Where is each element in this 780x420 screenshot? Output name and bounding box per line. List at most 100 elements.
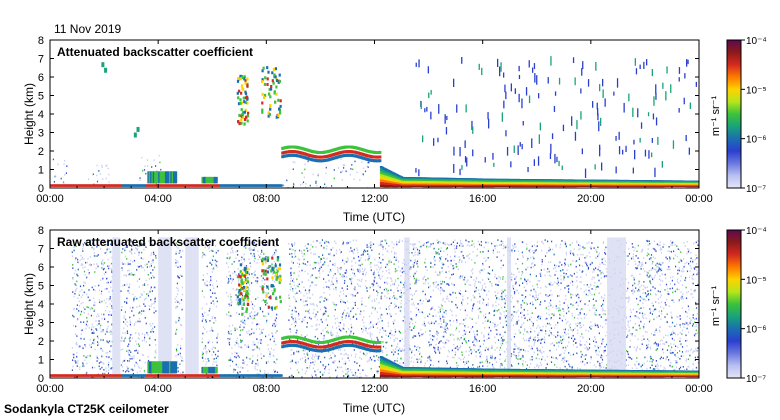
noise-cell (248, 376, 250, 378)
noise-cell (148, 337, 150, 340)
noise-cell (83, 306, 85, 309)
noise-cell (272, 324, 274, 327)
noise-cell (324, 240, 326, 243)
noise-cell (106, 329, 108, 331)
noise-cell (347, 307, 349, 310)
noise-cell (86, 243, 88, 246)
noise-cell (324, 312, 326, 315)
surface-layer-cell (201, 184, 205, 187)
noise-cell (81, 263, 83, 265)
noise-cell (138, 367, 140, 369)
boundary-layer-cell (554, 183, 558, 185)
aerosol-fleck (537, 156, 540, 166)
noise-cell (107, 325, 109, 328)
noise-cell (384, 330, 387, 332)
noise-cell (121, 306, 123, 308)
cloud-cell (266, 83, 269, 86)
noise-cell (94, 255, 96, 257)
noise-cell (177, 276, 179, 278)
noise-cell (214, 292, 216, 295)
boundary-layer-cell (636, 186, 640, 188)
noise-cell (249, 243, 251, 245)
noise-cell (231, 352, 233, 355)
boundary-layer-cell (650, 186, 654, 188)
noise-cell (242, 240, 244, 243)
noise-cell (315, 182, 317, 184)
noise-cell (71, 251, 73, 253)
boundary-layer-cell (504, 186, 508, 187)
noise-cell (294, 292, 296, 295)
noise-cell (106, 305, 108, 308)
aerosol-fleck (651, 138, 653, 143)
noise-cell (379, 267, 382, 269)
noise-cell (273, 275, 276, 277)
noise-cell (207, 314, 209, 316)
noise-cell (146, 263, 148, 266)
noise-cell (342, 327, 344, 330)
noise-cell (91, 366, 94, 369)
noise-cell (323, 371, 325, 374)
noise-cell (357, 268, 359, 271)
noise-cell (126, 330, 128, 333)
cloud-base-cell (325, 150, 329, 154)
noise-cell (312, 281, 314, 284)
aerosol-fleck (538, 134, 540, 144)
noise-cell (339, 295, 341, 297)
cloud-cell (272, 81, 275, 85)
noise-cell (97, 344, 99, 347)
noise-cell (242, 329, 244, 331)
noise-cell (202, 279, 204, 281)
noise-cell (89, 308, 91, 311)
noise-cell (253, 242, 255, 244)
noise-cell (263, 286, 265, 288)
aerosol-fleck (488, 118, 490, 129)
noise-cell (329, 376, 331, 378)
noise-cell (313, 364, 315, 366)
cloud-base-cell (325, 158, 329, 162)
noise-cell (381, 275, 383, 278)
cloud-cell (244, 108, 247, 112)
noise-cell (206, 280, 208, 283)
noise-cell (274, 245, 276, 247)
noise-cell (90, 314, 92, 317)
noise-cell (147, 333, 149, 336)
noise-cell (377, 370, 379, 373)
noise-cell (394, 351, 396, 353)
noise-cell (260, 253, 262, 255)
noise-cell (385, 347, 387, 350)
noise-cell (372, 285, 374, 288)
noise-cell (85, 323, 87, 326)
boundary-layer-cell (435, 184, 439, 186)
boundary-layer-cell (577, 179, 581, 181)
noise-cell (84, 308, 86, 311)
noise-cell (243, 253, 245, 256)
noise-cell (372, 326, 374, 328)
noise-cell (144, 371, 146, 373)
noise-cell (366, 244, 368, 246)
noise-cell (262, 310, 264, 313)
noise-cell (96, 174, 98, 177)
aerosol-fleck (634, 58, 636, 66)
aerosol-fleck (503, 100, 505, 109)
noise-cell (261, 251, 263, 253)
noise-cell (209, 250, 211, 252)
noise-cell (264, 370, 266, 372)
noise-cell (391, 250, 393, 253)
noise-cell (143, 339, 145, 342)
noise-cell (361, 161, 363, 163)
noise-cell (327, 241, 329, 244)
noise-cell (373, 298, 376, 301)
boundary-layer-cell (697, 183, 699, 184)
boundary-layer-cell (504, 181, 508, 183)
noise-cell (212, 250, 214, 252)
noise-cell (217, 249, 219, 252)
boundary-layer-cell (517, 182, 521, 183)
noise-cell (246, 282, 248, 285)
aerosol-fleck (438, 104, 440, 114)
aerosol-fleck (420, 101, 422, 110)
noise-cell (295, 320, 297, 323)
noise-cell (230, 251, 232, 254)
noise-cell (396, 357, 399, 360)
noise-cell (93, 326, 95, 328)
noise-cell (134, 298, 136, 300)
